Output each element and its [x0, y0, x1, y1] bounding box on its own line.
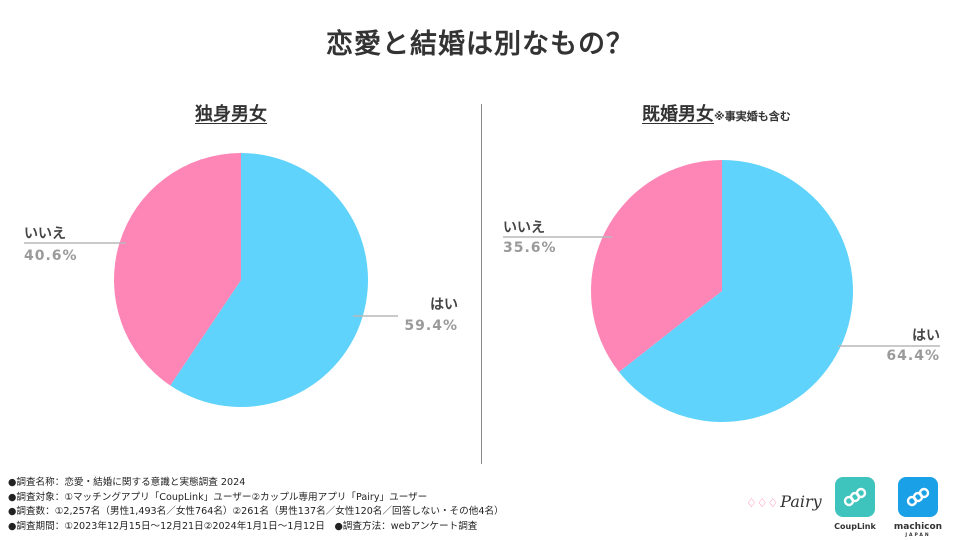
slice-value-1-1: 35.6%: [503, 240, 557, 256]
footnote-line-period: ●調査期間：①2023年12月15日〜12月21日②2024年1月1日〜1月12…: [8, 520, 504, 535]
footnote-line-name: ●調査名称：恋愛・結婚に関する意識と実態調査 2024: [8, 476, 504, 491]
machicon-app-icon: [898, 477, 938, 517]
slice-value-1-0: 64.4%: [886, 348, 940, 364]
pairy-logo: ♢♢♢ Pairy: [746, 492, 822, 511]
pairy-logo-text: Pairy: [780, 492, 821, 511]
pairy-mark-icon: ♢♢♢: [746, 496, 778, 510]
survey-footnote: ●調査名称：恋愛・結婚に関する意識と実態調査 2024 ●調査対象：①マッチング…: [8, 476, 504, 534]
machicon-logo-text: machicon: [891, 522, 945, 532]
pie-chart-married: はい 64.4% いいえ 35.6%: [503, 160, 940, 422]
brand-logos: ♢♢♢ Pairy CoupLink machicon JAPAN: [740, 476, 960, 540]
pie-chart-single: はい 59.4% いいえ 40.6%: [24, 153, 458, 407]
couplink-logo-text: CoupLink: [828, 522, 882, 531]
slice-label-1-0: はい: [912, 328, 940, 344]
footnote-line-count: ●調査数：①2,257名（男性1,493名／女性764名）②261名（男性137…: [8, 505, 504, 520]
couplink-app-icon: [835, 477, 875, 517]
machicon-logo-subtext: JAPAN: [891, 533, 945, 538]
slice-label-0-1: いいえ: [24, 226, 66, 242]
slice-value-0-1: 40.6%: [24, 248, 78, 264]
footnote-line-target: ●調査対象：①マッチングアプリ「CoupLink」ユーザー②カップル専用アプリ「…: [8, 491, 504, 506]
slice-value-0-0: 59.4%: [404, 318, 458, 334]
slice-label-0-0: はい: [430, 297, 458, 313]
slice-label-1-1: いいえ: [503, 220, 545, 236]
